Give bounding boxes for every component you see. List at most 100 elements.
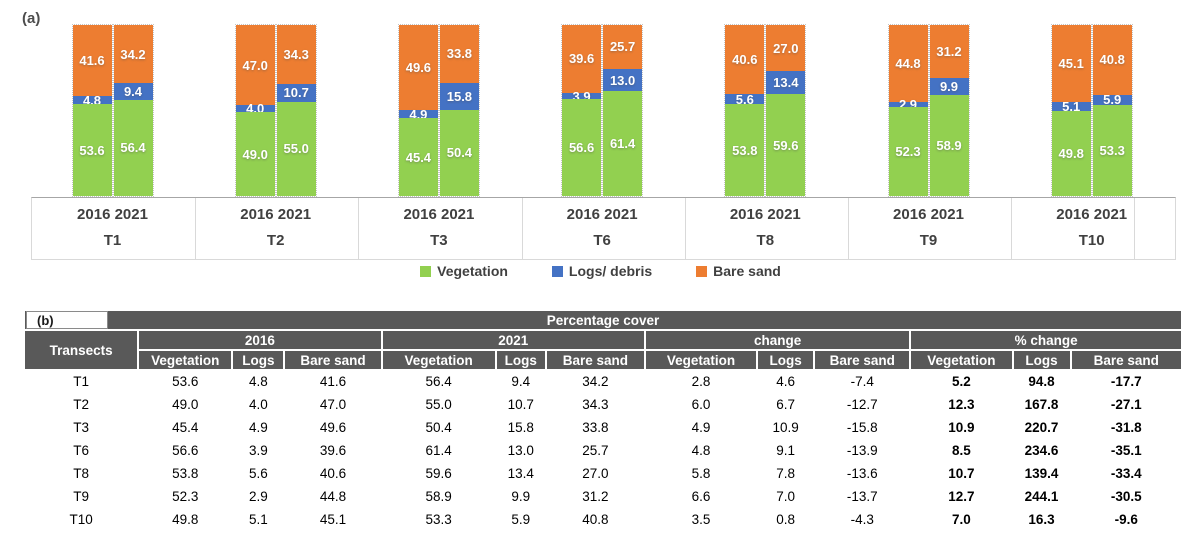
segment-vegetation: 52.3 [888,106,928,196]
legend-label: Vegetation [437,263,508,279]
segment-value-label: 9.4 [123,84,143,100]
table-row-T3: T3 45.4 4.9 49.6 50.4 15.8 33.8 4.9 10.9 -15.8 10.… [25,417,1181,438]
bar-T2-2016: 47.0 4.0 49.0 [234,24,276,197]
value-change: 6.7 [776,397,796,412]
value-change: 9.1 [776,443,796,458]
subcol-bare-sand: Bare sand [285,351,381,369]
value-2021: 5.9 [511,512,531,527]
axis-years-label: 2016 2021 [566,206,638,223]
value-2016: 45.4 [172,420,199,435]
transect-cell: T3 [73,420,89,435]
segment-bare_sand: 33.8 [439,25,479,83]
value-change: 4.8 [691,443,711,458]
axis-transect-label: T6 [593,232,611,249]
axis-transect-label: T1 [103,232,122,249]
segment-value-label: 49.8 [1058,145,1084,161]
value-2016: 3.9 [248,443,268,458]
value-2016: 4.9 [248,420,268,435]
bar-T6-2021: 25.7 13.0 61.4 [602,24,644,197]
segment-bare_sand: 49.6 [398,25,438,110]
axis-years-label: 2016 2021 [729,206,801,223]
bar-T3-2016: 49.6 4.9 45.4 [397,24,439,197]
legend-swatch-vegetation [420,265,432,277]
segment-bare_sand: 27.0 [766,25,806,72]
table-row-T10: T10 49.8 5.1 45.1 53.3 5.9 40.8 3.5 0.8 -4.3 7.0 16… [25,509,1181,530]
table-title: Percentage cover [546,312,660,328]
value-change: -12.7 [846,397,878,412]
segment-value-label: 5.1 [1062,98,1081,114]
value-pct-change: -33.4 [1110,466,1142,481]
value-2016: 47.0 [319,397,347,412]
subcol-vegetation: Vegetation [645,351,757,369]
value-pct-change: -27.1 [1110,397,1142,412]
value-2021: 27.0 [582,466,609,481]
subcol-vegetation: Vegetation [911,351,1012,369]
segment-value-label: 61.4 [609,136,636,152]
column-header-transects: Transects [25,331,138,369]
value-change: 7.8 [776,466,796,481]
value-2021: 34.3 [582,397,609,412]
value-2021: 9.9 [511,489,531,504]
table-body: T1 53.6 4.8 41.6 56.4 9.4 34.2 2.8 4.6 -7.4 5.2 94.… [25,371,1181,530]
value-2016: 40.6 [319,466,347,481]
segment-value-label: 4.9 [409,106,428,122]
segment-vegetation: 58.9 [929,95,969,196]
bar-T3-2021: 33.8 15.8 50.4 [438,24,480,197]
axis-divider [848,198,849,259]
value-change: 5.8 [691,466,711,481]
segment-vegetation: 49.8 [1051,110,1091,196]
segment-vegetation: 55.0 [276,101,316,197]
value-pct-change: 139.4 [1024,466,1059,481]
axis-transect-label: T2 [266,232,285,249]
axis-transect-label: T3 [430,232,448,249]
value-pct-change: -9.6 [1114,512,1138,527]
segment-value-label: 34.3 [283,46,309,62]
segment-bare_sand: 40.8 [1092,25,1132,95]
axis-transect-label: T8 [756,232,775,249]
segment-vegetation: 49.0 [235,112,275,196]
value-pct-change: 10.9 [948,420,975,435]
segment-bare_sand: 25.7 [603,25,643,69]
axis-years-label: 2016 2021 [1056,206,1128,223]
value-change: -13.9 [846,443,878,458]
axis-divider [521,198,523,259]
transect-cell: T9 [73,489,89,504]
value-2016: 49.0 [172,397,199,412]
value-pct-change: -35.1 [1110,443,1142,458]
axis-divider [358,198,360,259]
bar-T6-2016: 39.6 3.9 56.6 [561,24,603,197]
value-2021: 59.6 [425,466,452,481]
value-2016: 5.1 [248,512,268,527]
value-2021: 13.0 [507,443,534,458]
segment-value-label: 41.6 [79,53,105,69]
subcol-vegetation: Vegetation [139,351,232,369]
segment-vegetation: 61.4 [603,91,643,196]
value-pct-change: 234.6 [1024,443,1059,458]
value-2021: 9.4 [511,374,531,389]
figure-a-label: (a) [22,10,41,27]
segment-value-label: 33.8 [446,46,473,62]
bar-T8-2016: 40.6 5.6 53.8 [724,24,766,197]
segment-value-label: 44.8 [895,55,921,71]
value-change: 3.5 [691,512,711,527]
segment-logs: 4.0 [235,102,275,115]
segment-logs: 5.1 [1051,98,1091,114]
segment-bare_sand: 34.2 [113,25,153,84]
segment-value-label: 56.4 [120,140,146,156]
legend-label: Logs/ debris [568,263,653,279]
segment-value-label: 5.9 [1103,92,1122,108]
table-row-T8: T8 53.8 5.6 40.6 59.6 13.4 27.0 5.8 7.8 -13.6 10.7… [25,463,1181,484]
segment-bare_sand: 39.6 [562,25,602,93]
value-pct-change: 167.8 [1024,397,1059,412]
value-pct-change: 12.3 [948,397,975,412]
value-2021: 55.0 [425,397,452,412]
stacked-bar-chart: 41.6 4.8 53.6 34.2 9.4 56.4 2016 2021 T1 47.0 4.0… [31,24,1176,260]
segment-value-label: 34.2 [120,46,146,62]
value-2021: 25.7 [582,443,609,458]
subcol-logs: Logs [758,351,814,369]
segment-bare_sand: 44.8 [888,25,928,102]
subcol-bare-sand: Bare sand [815,351,910,369]
value-change: -13.7 [846,489,878,504]
segment-bare_sand: 45.1 [1051,25,1091,103]
segment-value-label: 53.3 [1099,142,1125,158]
